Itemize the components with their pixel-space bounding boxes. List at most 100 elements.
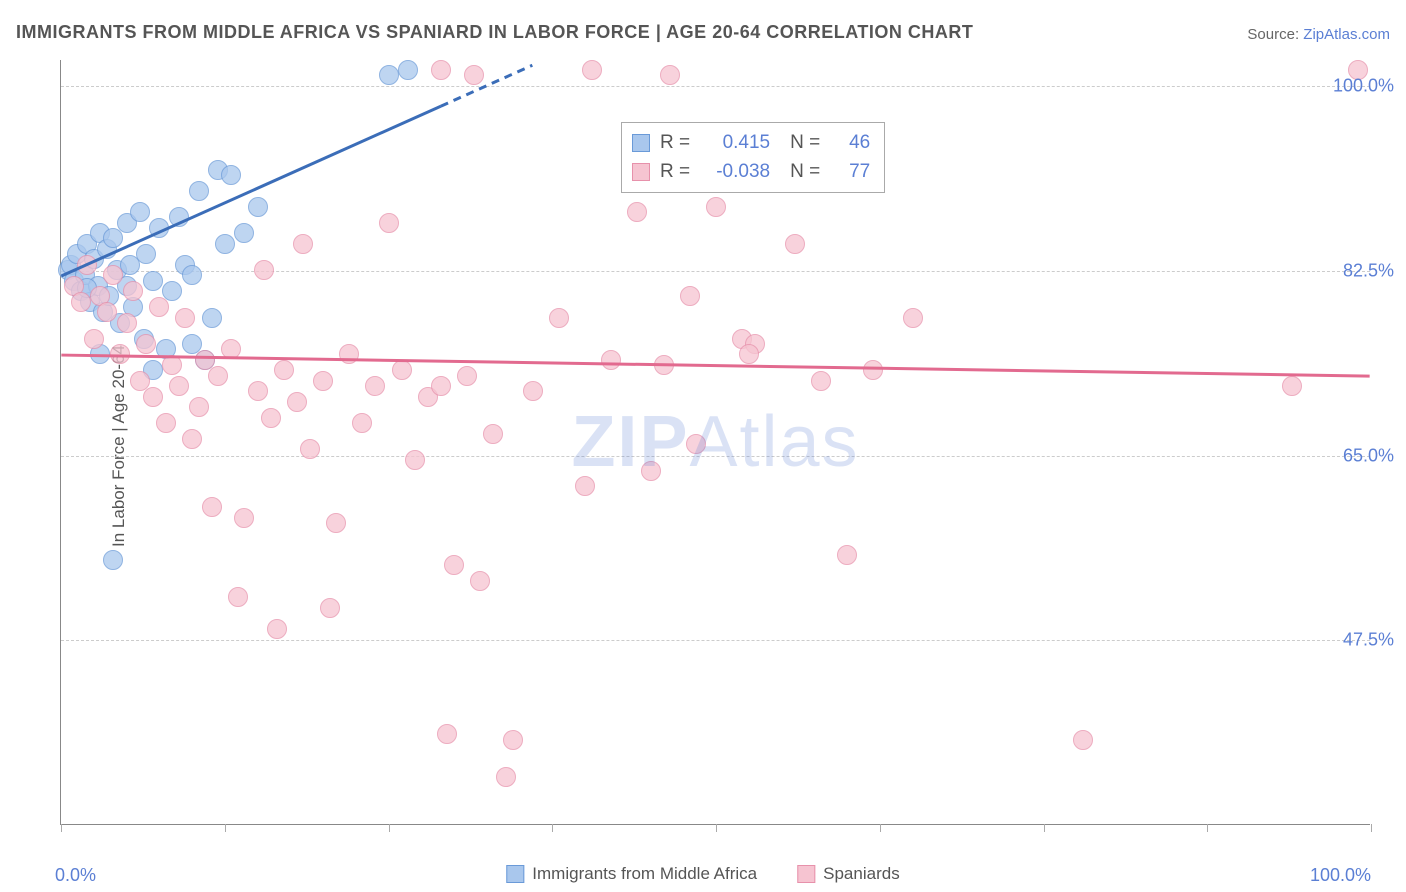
x-tick <box>225 824 226 832</box>
legend-label: Spaniards <box>823 864 900 884</box>
data-point-immigrants <box>182 265 202 285</box>
data-point-spaniards <box>313 371 333 391</box>
y-tick-label: 65.0% <box>1343 445 1394 466</box>
data-point-spaniards <box>654 355 674 375</box>
stats-r-label: R = <box>660 129 690 158</box>
x-tick-label: 0.0% <box>55 865 96 886</box>
legend-item-spaniards: Spaniards <box>797 864 900 884</box>
data-point-immigrants <box>189 181 209 201</box>
data-point-spaniards <box>483 424 503 444</box>
data-point-immigrants <box>136 244 156 264</box>
data-point-spaniards <box>97 302 117 322</box>
data-point-spaniards <box>811 371 831 391</box>
trend-line-immigrants <box>61 106 440 276</box>
source-link[interactable]: ZipAtlas.com <box>1303 26 1390 43</box>
legend-label: Immigrants from Middle Africa <box>532 864 757 884</box>
data-point-spaniards <box>156 413 176 433</box>
grid-line <box>61 86 1370 87</box>
source-label: Source: <box>1247 26 1299 43</box>
legend: Immigrants from Middle Africa Spaniards <box>506 864 899 884</box>
data-point-spaniards <box>77 255 97 275</box>
data-point-spaniards <box>405 450 425 470</box>
data-point-spaniards <box>365 376 385 396</box>
data-point-spaniards <box>523 381 543 401</box>
data-point-spaniards <box>837 545 857 565</box>
data-point-spaniards <box>680 286 700 306</box>
data-point-immigrants <box>234 223 254 243</box>
data-point-spaniards <box>457 366 477 386</box>
stats-r-value: -0.038 <box>700 158 770 187</box>
data-point-spaniards <box>785 234 805 254</box>
data-point-spaniards <box>293 234 313 254</box>
legend-swatch-icon <box>506 865 524 883</box>
data-point-immigrants <box>149 218 169 238</box>
data-point-spaniards <box>392 360 412 380</box>
data-point-immigrants <box>169 207 189 227</box>
stats-box: R =0.415N =46R =-0.038N =77 <box>621 122 885 193</box>
x-tick <box>1207 824 1208 832</box>
legend-item-immigrants: Immigrants from Middle Africa <box>506 864 757 884</box>
x-tick <box>61 824 62 832</box>
y-tick-label: 47.5% <box>1343 630 1394 651</box>
data-point-spaniards <box>1073 730 1093 750</box>
stats-swatch-icon <box>632 163 650 181</box>
data-point-spaniards <box>575 476 595 496</box>
data-point-spaniards <box>189 397 209 417</box>
stats-row-spaniards: R = -0.038 N = 77 <box>632 158 870 187</box>
data-point-immigrants <box>130 202 150 222</box>
data-point-spaniards <box>300 439 320 459</box>
x-tick <box>880 824 881 832</box>
data-point-spaniards <box>582 60 602 80</box>
stats-r-label: R = <box>660 158 690 187</box>
grid-line <box>61 456 1370 457</box>
data-point-immigrants <box>103 550 123 570</box>
source-attribution: Source: ZipAtlas.com <box>1247 26 1390 43</box>
data-point-spaniards <box>352 413 372 433</box>
data-point-spaniards <box>549 308 569 328</box>
x-tick <box>1371 824 1372 832</box>
x-tick <box>389 824 390 832</box>
data-point-spaniards <box>379 213 399 233</box>
data-point-spaniards <box>248 381 268 401</box>
data-point-spaniards <box>444 555 464 575</box>
stats-n-value: 46 <box>830 129 870 158</box>
data-point-spaniards <box>110 344 130 364</box>
data-point-spaniards <box>641 461 661 481</box>
stats-n-value: 77 <box>830 158 870 187</box>
data-point-immigrants <box>143 271 163 291</box>
data-point-spaniards <box>175 308 195 328</box>
stats-n-label: N = <box>790 158 820 187</box>
data-point-immigrants <box>398 60 418 80</box>
data-point-spaniards <box>706 197 726 217</box>
chart-title: IMMIGRANTS FROM MIDDLE AFRICA VS SPANIAR… <box>16 22 973 43</box>
stats-n-label: N = <box>790 129 820 158</box>
data-point-immigrants <box>248 197 268 217</box>
data-point-spaniards <box>208 366 228 386</box>
chart-container: IMMIGRANTS FROM MIDDLE AFRICA VS SPANIAR… <box>0 0 1406 892</box>
data-point-spaniards <box>221 339 241 359</box>
data-point-spaniards <box>601 350 621 370</box>
y-tick-label: 100.0% <box>1333 76 1394 97</box>
data-point-spaniards <box>686 434 706 454</box>
data-point-spaniards <box>437 724 457 744</box>
data-point-spaniards <box>464 65 484 85</box>
data-point-spaniards <box>267 619 287 639</box>
data-point-spaniards <box>863 360 883 380</box>
data-point-spaniards <box>234 508 254 528</box>
data-point-spaniards <box>84 329 104 349</box>
data-point-spaniards <box>71 292 91 312</box>
data-point-immigrants <box>103 228 123 248</box>
data-point-immigrants <box>221 165 241 185</box>
data-point-immigrants <box>379 65 399 85</box>
data-point-spaniards <box>660 65 680 85</box>
data-point-spaniards <box>228 587 248 607</box>
data-point-spaniards <box>103 265 123 285</box>
data-point-immigrants <box>202 308 222 328</box>
data-point-spaniards <box>143 387 163 407</box>
stats-row-immigrants: R =0.415N =46 <box>632 129 870 158</box>
data-point-spaniards <box>470 571 490 591</box>
data-point-spaniards <box>149 297 169 317</box>
x-tick <box>1044 824 1045 832</box>
data-point-immigrants <box>215 234 235 254</box>
grid-line <box>61 640 1370 641</box>
